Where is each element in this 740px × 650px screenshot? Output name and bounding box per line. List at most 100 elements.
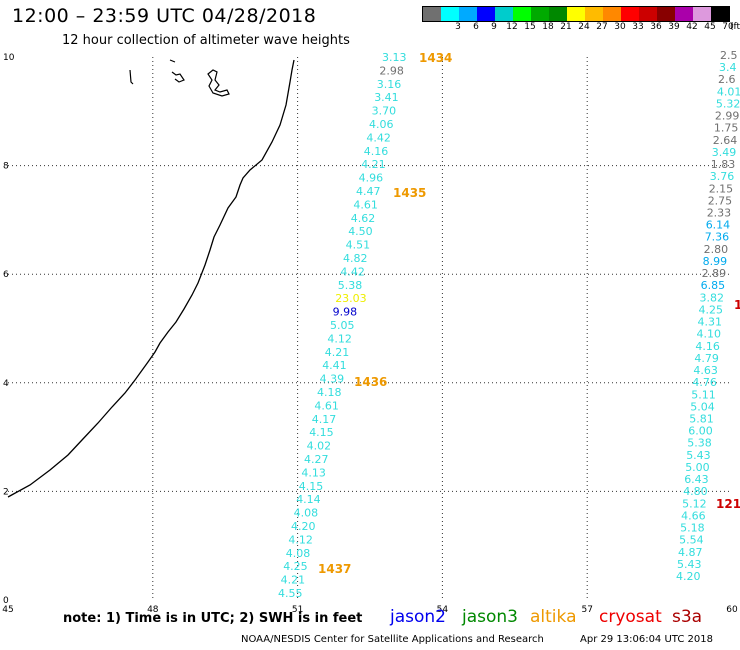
wave-height-value: 2.5 [720,49,738,62]
footer-note: note: 1) Time is in UTC; 2) SWH is in fe… [63,611,363,626]
x-tick-label: 45 [2,605,13,615]
wave-height-value: 2.80 [704,243,729,256]
generation-timestamp: Apr 29 13:06:04 UTC 2018 [580,634,713,645]
y-tick-label: 4 [3,379,9,389]
legend-label: 42 [686,22,698,32]
wave-height-value: 4.76 [692,376,717,389]
x-tick-label: 48 [147,605,159,615]
wave-height-value: 8.99 [703,255,728,268]
pass-numbers: 1434 1435 1436 1437 1 121 [318,51,740,576]
legend-label: 9 [491,22,497,32]
y-tick-label: 2 [3,487,9,497]
wave-height-value: 2.99 [715,110,740,123]
satellite-label-jason3: jason3 [462,607,518,627]
x-tick-label: 60 [726,605,738,615]
wave-height-value: 4.20 [291,520,316,533]
legend-label: 24 [578,22,590,32]
wave-height-value: 4.21 [361,158,386,171]
legend-label: 18 [542,22,554,32]
legend-label: 3 [455,22,461,32]
wave-height-value: 5.54 [679,534,704,547]
wave-height-value: 4.27 [304,453,329,466]
wave-height-value: 4.08 [294,507,319,520]
wave-height-value: 4.06 [369,118,394,131]
legend-label: 21 [560,22,572,32]
legend-label: 39 [668,22,680,32]
wave-height-value: 3.16 [377,78,402,91]
legend-swatch [459,7,477,21]
legend-label: 12 [506,22,518,32]
legend-swatch [423,7,441,21]
wave-height-value: 3.49 [712,146,737,159]
wave-height-value: 4.13 [301,466,326,479]
legend-swatch [675,7,693,21]
axis-ticks: 45 48 51 54 57 60 0 2 4 6 8 10 [2,53,738,615]
wave-height-value: 2.75 [708,194,733,207]
wave-height-value: 5.05 [330,319,355,332]
wave-height-value: 4.61 [353,198,378,211]
lat-lon-grid [8,57,732,600]
wave-height-value: 5.18 [680,522,705,535]
legend-swatch [495,7,513,21]
wave-height-value: 5.00 [685,461,710,474]
wave-height-value: 4.62 [351,212,376,225]
legend-swatch [513,7,531,21]
legend-swatch [567,7,585,21]
wave-height-value: 4.82 [343,252,368,265]
island-cluster [129,59,230,97]
wave-height-value: 5.32 [716,98,740,111]
credit-line: NOAA/NESDIS Center for Satellite Applica… [241,634,544,645]
wave-height-value: 2.98 [379,64,404,77]
legend-swatch [441,7,459,21]
pass-number: 1 [734,298,740,312]
legend-label: 36 [650,22,662,32]
wave-height-value: 4.63 [693,364,718,377]
wave-height-value: 3.41 [374,91,399,104]
wave-height-tracks: 3.132.983.163.413.704.064.424.164.214.96… [278,49,740,600]
wave-height-value: 4.96 [359,172,384,185]
wave-height-value: 6.85 [701,279,726,292]
satellite-label-s3a: s3a [672,607,703,627]
pass-number: 121 [716,497,740,511]
wave-height-value: 5.38 [687,437,712,450]
wave-height-value: 4.08 [286,547,311,560]
wave-height-value: 4.14 [296,493,321,506]
wave-height-value: 4.51 [346,239,371,252]
wave-height-value: 4.18 [317,386,342,399]
legend-label: 33 [632,22,644,32]
wave-height-value: 7.36 [705,231,730,244]
satellite-label-altika: altika [530,607,577,627]
wave-height-value: 2.15 [709,182,734,195]
wave-height-value: 3.13 [382,51,407,64]
wave-height-value: 3.70 [372,105,397,118]
wave-height-value: 4.02 [307,440,332,453]
wave-height-value: 4.41 [322,359,347,372]
x-tick-label: 54 [437,605,449,615]
satellite-label-jason2: jason2 [390,607,446,627]
legend-label: 15 [524,22,536,32]
x-tick-label: 51 [292,605,303,615]
wave-height-value: 4.61 [314,399,339,412]
y-tick-label: 8 [3,162,9,172]
wave-height-value: 9.98 [333,306,358,319]
wave-height-value: 6.43 [684,473,709,486]
wave-height-value: 4.17 [312,413,337,426]
y-tick-label: 0 [3,596,9,606]
y-tick-label: 6 [3,270,9,280]
wave-height-value: 4.55 [278,587,303,600]
wave-height-value: 5.38 [338,279,363,292]
legend-label: 30 [614,22,626,32]
wave-height-value: 4.20 [676,570,701,583]
pass-number: 1436 [354,375,387,389]
wave-height-value: 4.12 [327,332,352,345]
wave-height-value: 2.64 [713,134,738,147]
legend-swatch [603,7,621,21]
wave-height-value: 5.11 [691,388,716,401]
wave-height-value: 3.82 [700,291,725,304]
wave-height-value: 4.01 [717,85,740,98]
wave-height-value: 4.10 [697,328,722,341]
wave-height-value: 4.31 [698,316,723,329]
legend-swatch [621,7,639,21]
wave-height-value: 4.12 [288,533,313,546]
